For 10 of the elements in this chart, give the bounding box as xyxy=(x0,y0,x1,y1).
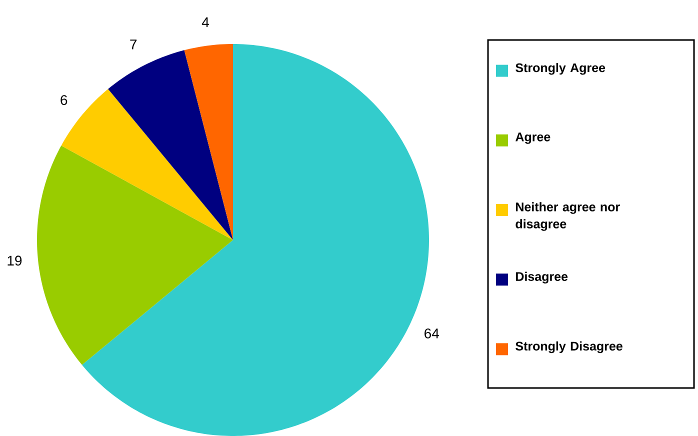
data-label: 64 xyxy=(424,328,440,338)
legend-label: Strongly Disagree xyxy=(516,341,622,354)
data-label: 19 xyxy=(8,256,22,266)
legend-label: Strongly Agree xyxy=(516,62,606,75)
legend-label: Agree xyxy=(516,132,550,144)
data-label: 7 xyxy=(130,40,137,50)
legend-label: Neither agree nor disagree xyxy=(516,202,620,231)
data-label: 4 xyxy=(202,17,209,28)
data-label: 6 xyxy=(60,95,68,106)
legend-label: Disagree xyxy=(516,272,568,284)
